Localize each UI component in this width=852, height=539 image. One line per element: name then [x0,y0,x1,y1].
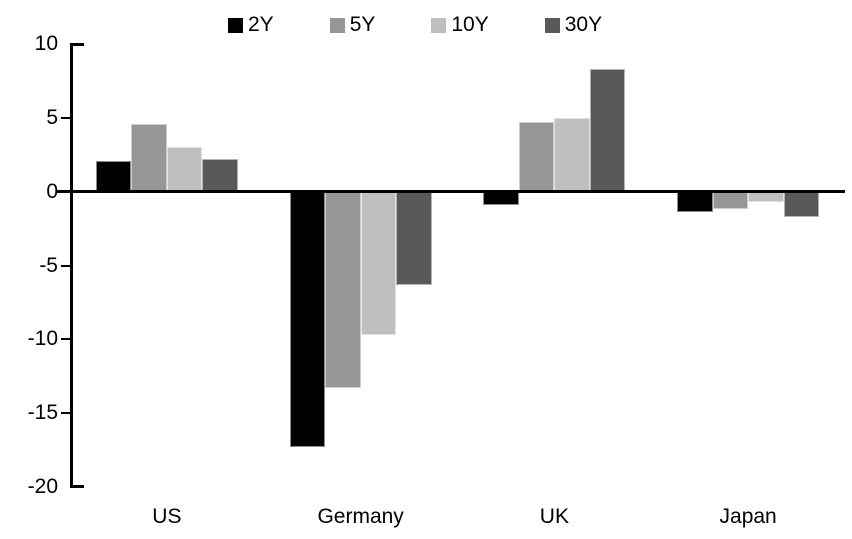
legend-item-30Y: 30Y [544,13,603,36]
y-axis-tick--10 [61,338,70,341]
y-axis-label--10: -10 [27,327,58,351]
bar-Japan-30Y [783,191,820,217]
y-axis-tick--15 [61,412,70,415]
category-label-UK: UK [539,505,569,528]
bar-US-30Y [202,159,238,192]
bar-US-2Y [95,160,132,192]
y-axis-label-0: 0 [46,179,58,203]
legend-item-5Y: 5Y [329,13,376,36]
legend-label-30Y: 30Y [564,13,603,36]
y-axis-tick--20 [70,485,84,488]
legend-swatch-30Y [544,17,560,33]
legend-swatch-5Y [329,17,345,33]
y-axis-label--15: -15 [27,401,58,425]
bar-US-10Y [166,147,203,192]
y-axis-tick-5 [61,116,70,119]
y-axis-label-10: 10 [34,32,58,55]
legend-label-10Y: 10Y [451,13,489,36]
bar-UK-30Y [589,69,626,192]
bar-UK-2Y [483,191,519,205]
y-axis-label--20: -20 [27,475,58,498]
bar-Germany-5Y [325,191,361,389]
category-label-US: US [152,505,182,528]
category-label-Germany: Germany [317,505,404,528]
bar-Germany-10Y [360,191,397,335]
chart-legend: 2Y 5Y 10Y 30Y [228,14,602,36]
bar-Japan-5Y [712,191,749,210]
bar-UK-5Y [518,122,555,192]
y-axis-tick-10 [70,43,84,46]
legend-label-2Y: 2Y [248,13,274,36]
zero-baseline [57,190,845,194]
bar-Japan-2Y [677,191,713,213]
bar-UK-10Y [554,117,590,192]
legend-item-10Y: 10Y [431,13,489,36]
legend-swatch-2Y [228,17,243,33]
legend-label-5Y: 5Y [349,13,376,36]
bar-Japan-10Y [748,191,784,202]
y-axis-tick--5 [61,264,70,267]
bar-Germany-30Y [396,191,432,285]
legend-item-2Y: 2Y [228,14,274,36]
legend-swatch-10Y [431,17,447,33]
y-axis-line [70,43,73,488]
y-axis-label-5: 5 [46,105,58,129]
bar-Germany-2Y [289,191,326,448]
bar-US-5Y [131,123,167,192]
category-label-Japan: Japan [719,505,777,528]
y-axis-label--5: -5 [39,253,58,277]
